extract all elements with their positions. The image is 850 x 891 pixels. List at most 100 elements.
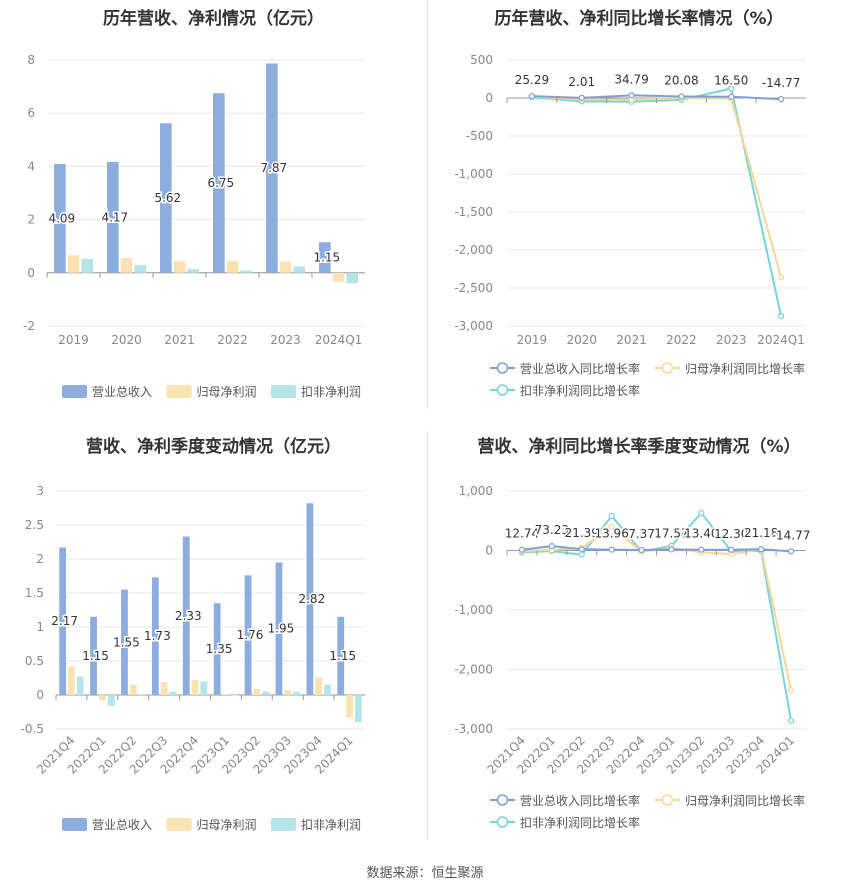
- series-line: [531, 94, 782, 101]
- bar: [120, 257, 133, 273]
- legend-swatch: [166, 818, 192, 831]
- bar: [324, 684, 331, 695]
- data-label: 34.79: [614, 72, 648, 86]
- y-tick-label: 2: [36, 552, 44, 566]
- y-tick-label: -1,000: [454, 167, 493, 181]
- series-line: [521, 545, 792, 553]
- legend-swatch: [271, 385, 296, 398]
- bar: [262, 691, 270, 695]
- legend-label: 营业总收入同比增长率: [520, 361, 640, 376]
- point-marker: [548, 543, 555, 550]
- bar: [213, 93, 225, 273]
- x-tick-label: 2020: [566, 333, 597, 347]
- bar: [222, 694, 230, 695]
- bar: [160, 123, 172, 273]
- point-marker: [777, 96, 785, 103]
- bar: [169, 691, 177, 695]
- legend-marker: [496, 816, 509, 828]
- bar: [213, 603, 221, 695]
- data-label: 7.87: [260, 161, 287, 175]
- panel-quarterly-growth: 营收、净利同比增长率季度变动情况（%） -3,000 -2,000 -1,000 0 1…: [428, 428, 850, 858]
- point-marker: [728, 546, 735, 553]
- bar: [226, 260, 239, 273]
- legend-label: 扣非净利润同比增长率: [520, 815, 640, 830]
- point-marker: [787, 548, 795, 555]
- bar: [231, 695, 239, 696]
- legend-label: 营业总收入: [92, 385, 152, 399]
- legend-marker: [661, 794, 674, 806]
- data-label: 7.37: [628, 527, 655, 541]
- x-tick-label: 2022: [666, 333, 697, 347]
- legend-label: 扣非净利润: [301, 385, 361, 399]
- bar: [160, 682, 168, 695]
- legend-swatch: [62, 818, 87, 831]
- data-label: -14.77: [772, 528, 811, 542]
- data-label: 13.96: [594, 527, 628, 541]
- y-tick-label: 0: [485, 544, 493, 558]
- quarterly-growth-chart: -3,000-2,000-1,00001,0002021Q412.742022Q…: [454, 484, 812, 830]
- y-tick-label: 1.5: [25, 586, 44, 600]
- bar: [275, 562, 283, 695]
- bar: [244, 575, 252, 695]
- data-label: 6.75: [207, 176, 234, 190]
- legend-label: 扣非净利润: [301, 818, 361, 832]
- data-label: 16.50: [714, 74, 748, 88]
- y-tick-label: -2,500: [454, 281, 493, 295]
- bar: [68, 666, 75, 695]
- data-label: 1.73: [144, 629, 171, 643]
- y-tick-label: 1,000: [459, 484, 493, 498]
- data-label: 1.15: [329, 649, 356, 663]
- y-tick-label: -2,000: [454, 243, 493, 257]
- data-label: 13.40: [684, 527, 718, 541]
- chart-title: 营收、净利同比增长率季度变动情况（%）: [477, 437, 801, 457]
- bar: [121, 589, 128, 695]
- legend-label: 归母净利润同比增长率: [685, 361, 805, 376]
- legend-label: 归母净利润同比增长率: [685, 793, 805, 808]
- data-label: 2.01: [568, 75, 595, 89]
- data-label: 25.29: [515, 73, 549, 87]
- y-tick-label: 2: [27, 213, 35, 227]
- legend-marker: [661, 362, 674, 374]
- x-tick-label: 2023: [270, 333, 301, 347]
- point-marker: [608, 523, 615, 530]
- data-label: 21.18: [744, 526, 778, 540]
- bar: [332, 272, 345, 282]
- point-marker: [608, 512, 615, 520]
- data-label: 4.09: [48, 211, 75, 225]
- data-label: 21.39: [565, 526, 599, 540]
- bar: [81, 258, 93, 273]
- bar: [134, 265, 146, 273]
- point-marker: [628, 92, 635, 99]
- point-marker: [668, 546, 675, 553]
- bar: [67, 255, 80, 273]
- data-label: 73.23: [535, 523, 569, 537]
- y-tick-label: -0.5: [21, 722, 44, 736]
- bar: [191, 680, 199, 695]
- point-marker: [678, 93, 685, 100]
- point-marker: [728, 85, 735, 92]
- data-label: 2.33: [175, 609, 202, 623]
- quarterly-revenue-chart: -0.500.511.522.532.172021Q41.152022Q11.5…: [21, 484, 365, 832]
- series-line: [521, 511, 793, 721]
- y-tick-label: 2.5: [25, 518, 44, 532]
- bar: [284, 690, 292, 695]
- data-label: 20.08: [664, 73, 698, 87]
- data-label: 1.55: [113, 635, 140, 649]
- data-label: 1.95: [268, 622, 295, 636]
- y-tick-label: 3: [36, 484, 44, 498]
- bar: [306, 503, 314, 695]
- bar: [279, 261, 292, 273]
- chart-title: 历年营收、净利同比增长率情况（%）: [494, 9, 784, 29]
- bar: [253, 688, 261, 695]
- y-tick-label: -2: [23, 319, 35, 333]
- x-tick-label: 2024Q1: [315, 333, 363, 347]
- point-marker: [518, 546, 526, 553]
- x-tick-label: 2019: [58, 333, 89, 347]
- bar: [293, 266, 305, 273]
- legend-label: 归母净利润: [197, 385, 257, 399]
- point-marker: [578, 551, 585, 558]
- legend-swatch: [166, 385, 192, 398]
- data-label: 2.17: [51, 614, 78, 628]
- bar: [293, 691, 300, 695]
- data-label: 1.15: [313, 251, 340, 265]
